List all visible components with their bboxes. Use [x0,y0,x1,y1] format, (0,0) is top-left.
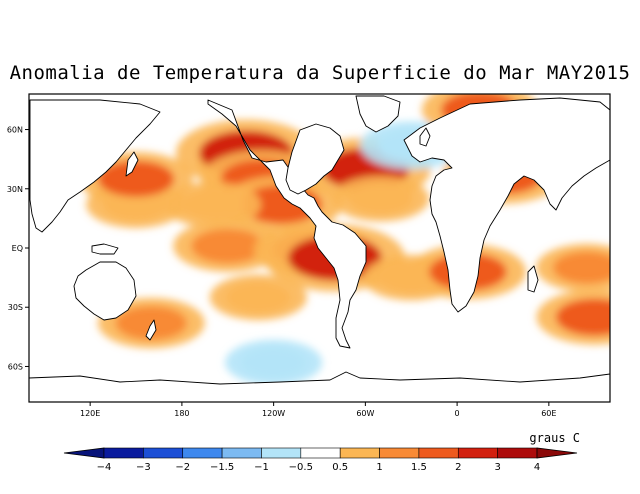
lat-tick-label: 60S [8,362,23,371]
anomaly-patch [98,160,175,197]
land-uk [419,127,431,147]
colorbar-low-arrow [63,447,105,459]
land-madagascar [527,265,539,293]
colorbar-label: −3 [136,462,151,473]
colorbar-swatch [457,447,498,459]
colorbar-label: −4 [97,462,112,473]
colorbar-swatch [300,447,341,459]
land-asia-east [29,99,161,233]
colorbar-swatch [182,447,223,459]
colorbar-swatch [418,447,459,459]
anomaly-patch [191,228,265,264]
anomaly-patch [115,306,187,340]
lon-tick-label: 60E [541,409,556,418]
colorbar-swatch [143,447,184,459]
landmasses [29,95,610,402]
colorbar-label: −2 [175,462,190,473]
land-antarctica [29,371,610,402]
anomaly-patch [180,189,245,220]
colorbar-label: 1.5 [411,462,427,473]
colorbar-swatch [379,447,420,459]
colorbar-swatch [221,447,262,459]
colorbar-swatch [103,447,144,459]
lon-tick-label: 60W [356,409,374,418]
colorbar-high-arrow [536,447,578,459]
land-north-america-east [285,123,345,195]
lat-tick-label: EQ [12,244,23,253]
longitude-axis: 120E 180 120W 60W 0 60E [80,402,556,418]
map-title: Anomalia de Temperatura da Superficie do… [9,62,631,84]
colorbar-label: 0.5 [332,462,348,473]
colorbar: −4 −3 −2 −1.5 −1 −0.5 0.5 1 1.5 2 3 4 [63,447,578,473]
units-label: graus C [529,431,580,445]
lat-tick-label: 30N [7,185,23,194]
lon-tick-label: 0 [455,409,460,418]
anomaly-patch [348,183,414,214]
lon-tick-label: 120W [262,409,285,418]
land-new-zealand [145,319,157,341]
colorbar-label: −1.5 [210,462,234,473]
anomaly-patch [241,347,307,378]
colorbar-swatch [339,447,380,459]
anomaly-patch [553,251,610,284]
anomaly-patch [555,298,610,336]
land-new-guinea [91,243,119,255]
land-greenland [355,95,401,133]
land-eurasia-africa [403,97,610,313]
anomaly-patch [225,282,291,313]
colorbar-label: 4 [534,462,540,473]
colorbar-label: −0.5 [289,462,313,473]
colorbar-label: 3 [494,462,500,473]
lat-tick-label: 60N [7,126,23,135]
colorbar-label: 2 [455,462,461,473]
colorbar-label: −1 [254,462,269,473]
colorbar-swatch [261,447,302,459]
lat-tick-label: 30S [8,303,23,312]
lon-tick-label: 180 [174,409,189,418]
latitude-axis: 60N 30N EQ 30S 60S [7,126,29,371]
land-australia [73,261,137,321]
lon-tick-label: 120E [80,409,100,418]
colorbar-label: 1 [376,462,382,473]
colorbar-swatch [497,447,538,459]
land-japan [125,151,139,177]
